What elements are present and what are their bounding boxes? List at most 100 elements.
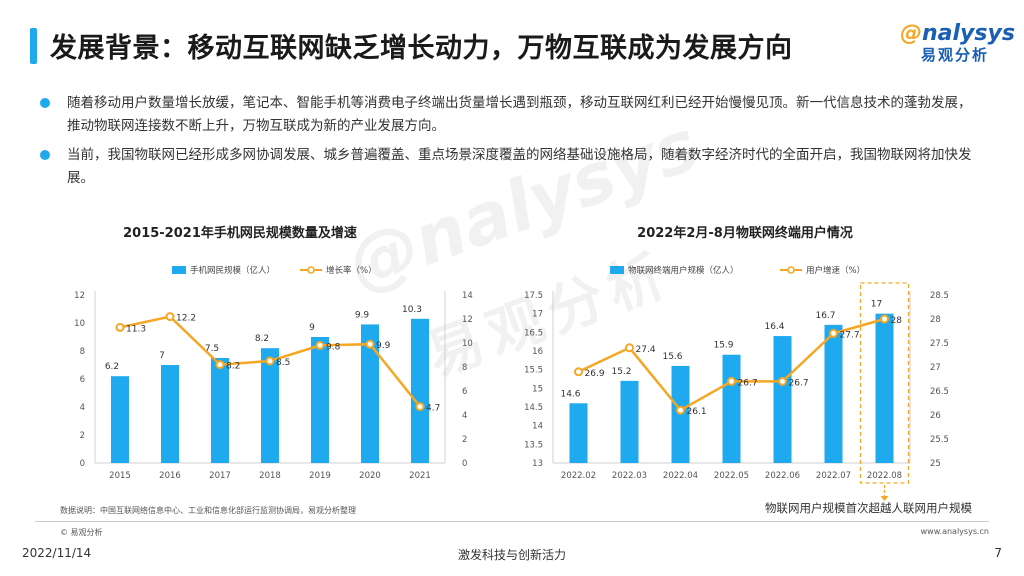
legend-line-label: 增长率（%） xyxy=(326,265,377,276)
bullet-item: 随着移动用户数量增长放缓，笔记本、智能手机等消费电子终端出货量增长遇到瓶颈，移动… xyxy=(40,92,980,138)
bar-value-label: 15.2 xyxy=(611,367,631,377)
right-tick-label: 8 xyxy=(462,363,467,373)
line-value-label: 26.1 xyxy=(687,407,707,417)
bar-value-label: 17 xyxy=(871,300,882,310)
line-point xyxy=(880,314,889,324)
bar xyxy=(875,313,894,463)
bullet-dot-icon xyxy=(40,98,50,108)
left-tick-label: 16 xyxy=(532,347,543,357)
right-tick-label: 6 xyxy=(462,387,467,397)
left-tick-label: 17 xyxy=(532,310,543,320)
bullet-text: 随着移动用户数量增长放缓，笔记本、智能手机等消费电子终端出货量增长遇到瓶颈，移动… xyxy=(67,95,972,134)
x-tick-label: 2022.07 xyxy=(816,471,851,481)
line-value-label: 26.9 xyxy=(585,369,605,379)
bar xyxy=(824,324,843,463)
left-tick-label: 17.5 xyxy=(524,291,543,301)
right-tick-label: 4 xyxy=(462,411,467,421)
line-point xyxy=(574,367,583,377)
left-tick-label: 4 xyxy=(80,403,85,413)
bar-value-label: 7.5 xyxy=(205,344,219,354)
x-tick-label: 2022.08 xyxy=(867,471,902,481)
line-value-label: 26.7 xyxy=(738,378,758,388)
left-tick-label: 15.5 xyxy=(524,366,543,376)
right-tick-label: 25.5 xyxy=(930,435,949,445)
bar xyxy=(722,354,741,463)
right-tick-label: 0 xyxy=(462,459,467,469)
line-value-label: 27.7 xyxy=(840,330,860,340)
right-tick-label: 26.5 xyxy=(930,387,949,397)
x-tick-label: 2019 xyxy=(309,471,331,481)
page-title: 发展背景：移动互联网缺乏增长动力，万物互联成为发展方向 xyxy=(50,33,793,64)
right-tick-label: 27 xyxy=(930,363,941,373)
bar-value-label: 14.6 xyxy=(560,389,580,399)
line-point xyxy=(215,360,225,370)
left-tick-label: 14 xyxy=(532,422,543,432)
bar xyxy=(569,403,588,463)
line-point xyxy=(165,312,175,322)
left-tick-label: 2 xyxy=(80,431,85,441)
legend-line-label: 用户增速（%） xyxy=(806,265,865,276)
line-point xyxy=(625,343,634,353)
x-tick-label: 2017 xyxy=(209,471,231,481)
x-tick-label: 2022.05 xyxy=(714,471,749,481)
logo-cn-text: 易观分析 xyxy=(920,46,989,64)
line-value-label: 9.9 xyxy=(376,341,391,351)
left-tick-label: 12 xyxy=(74,291,85,301)
title-accent-bar xyxy=(30,28,37,64)
line-point xyxy=(365,339,375,349)
line-value-label: 8.5 xyxy=(276,358,290,368)
right-tick-label: 2 xyxy=(462,435,467,445)
footer-divider xyxy=(35,521,989,522)
line-value-label: 26.7 xyxy=(789,378,809,388)
highlight-box xyxy=(859,282,910,484)
line-value-label: 28 xyxy=(891,316,903,326)
line-point xyxy=(727,376,736,386)
line-point xyxy=(415,402,425,412)
chart-title: 2022年2月-8月物联网终端用户情况 xyxy=(637,225,853,241)
line-value-label: 4.7 xyxy=(426,404,440,414)
left-tick-label: 14.5 xyxy=(524,403,543,413)
line-point xyxy=(676,405,685,415)
line-value-label: 27.4 xyxy=(636,345,656,355)
line-value-label: 11.3 xyxy=(126,324,146,334)
bar-value-label: 6.2 xyxy=(105,362,119,372)
line-point xyxy=(315,340,325,350)
left-tick-label: 8 xyxy=(80,347,85,357)
line-value-label: 12.2 xyxy=(176,314,196,324)
bar xyxy=(261,348,279,463)
x-tick-label: 2016 xyxy=(159,471,181,481)
right-tick-label: 26 xyxy=(930,411,941,421)
x-tick-label: 2015 xyxy=(109,471,131,481)
left-tick-label: 13 xyxy=(532,459,543,469)
callout-annotation: 物联网用户规模首次超越人联网用户规模 xyxy=(765,501,972,515)
right-tick-label: 25 xyxy=(930,459,941,469)
line-point xyxy=(778,376,787,386)
copyright: © 易观分析 xyxy=(60,528,103,537)
x-tick-label: 2020 xyxy=(359,471,381,481)
bar-value-label: 7 xyxy=(159,351,165,361)
highlight-arrow-head xyxy=(880,496,889,501)
legend-bar-label: 手机网民规模（亿人） xyxy=(190,265,275,276)
right-tick-label: 10 xyxy=(462,339,473,349)
legend-line-marker xyxy=(307,266,315,274)
bar-value-label: 10.3 xyxy=(402,305,422,315)
chart-title: 2015-2021年手机网民规模数量及增速 xyxy=(123,225,357,241)
bar-value-label: 15.9 xyxy=(713,341,733,351)
bar-value-label: 9 xyxy=(309,323,315,333)
bar xyxy=(620,380,639,463)
left-tick-label: 16.5 xyxy=(524,328,543,338)
bar xyxy=(311,337,329,463)
bar-value-label: 8.2 xyxy=(255,334,269,344)
bullet-list: 随着移动用户数量增长放缓，笔记本、智能手机等消费电子终端出货量增长遇到瓶颈，移动… xyxy=(40,92,980,196)
bar-value-label: 9.9 xyxy=(355,310,370,320)
bar xyxy=(111,376,129,463)
x-tick-label: 2018 xyxy=(259,471,281,481)
data-source-note: 数据说明：中国互联网络信息中心、工业和信息化部运行监测协调局，易观分析整理 xyxy=(60,506,356,515)
bullet-item: 当前，我国物联网已经形成多网协调发展、城乡普遍覆盖、重点场景深度覆盖的网络基础设… xyxy=(40,144,980,190)
logo-en-text: nalysys xyxy=(922,21,1015,46)
line-point xyxy=(115,322,125,332)
x-tick-label: 2022.04 xyxy=(663,471,698,481)
bar-value-label: 15.6 xyxy=(662,352,682,362)
bar xyxy=(773,336,792,463)
x-tick-label: 2022.02 xyxy=(561,471,596,481)
